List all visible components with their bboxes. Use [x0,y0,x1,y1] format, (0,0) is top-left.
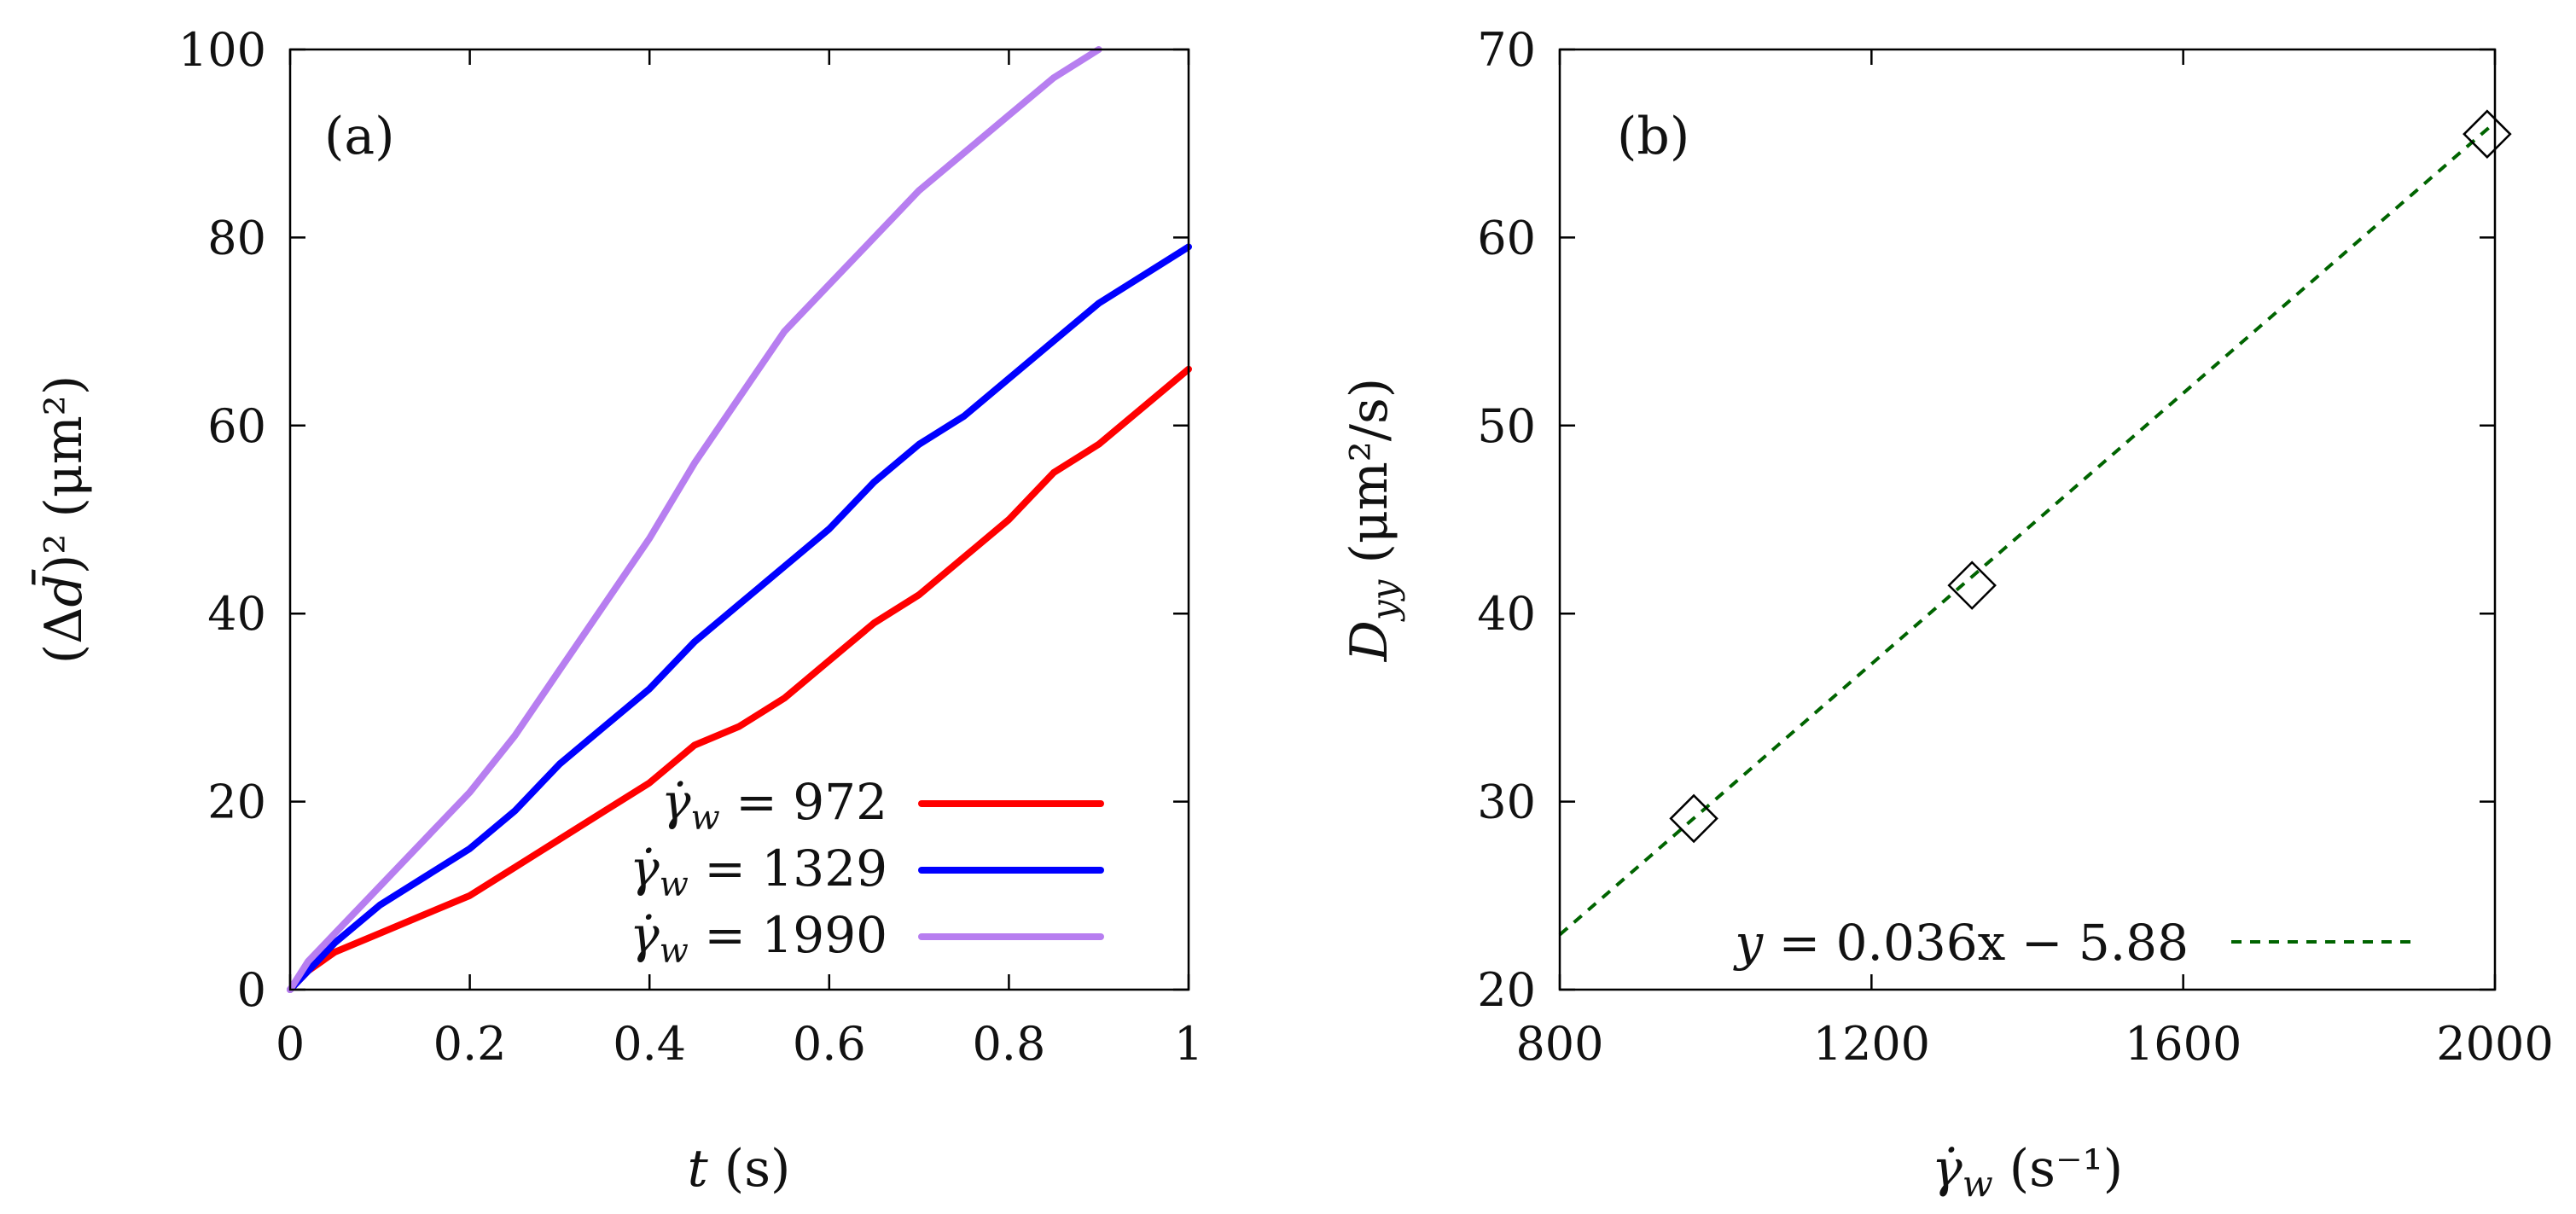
data-point-diamond [1669,793,1718,844]
panel-a-ticks: 0 0.2 0.4 0.6 0.8 1 0 20 40 60 80 100 [178,23,1203,1071]
legend-label-1329: γ̇w = 1329 [630,839,887,904]
legend-value-1990: 1990 [761,906,887,964]
fit-equation-value: 0.036x − 5.88 [1836,914,2189,972]
panel-b-xlabel: γ̇w (s⁻¹) [1932,1139,2123,1205]
panel-b-xtick-label: 1600 [2125,1017,2242,1071]
data-point-diamond [2463,109,2512,159]
panel-a-ytick-label: 40 [207,587,266,641]
fit-legend: y = 0.036x − 5.88 [1732,914,2419,972]
panel-a-ytick-label: 100 [178,23,266,77]
panel-b-ytick-label: 20 [1477,963,1536,1017]
panel-b-ytick-label: 40 [1477,587,1536,641]
panel-b-ylabel: Dyy (μm²/s) [1340,378,1405,662]
panel-b-points [1669,109,2512,844]
panel-a-ylabel: (Δd̄)² (μm²) [32,375,94,664]
panel-a-ytick-label: 60 [207,399,266,453]
panel-b-ytick-label: 30 [1477,775,1536,829]
panel-a-xtick-label: 0 [276,1017,305,1071]
panel-a-xtick-label: 0.6 [793,1017,866,1071]
panel-a-xtick-label: 0.8 [972,1017,1045,1071]
panel-a-series [287,46,1192,993]
panel-a-xtick-label: 0.2 [433,1017,507,1071]
panel-b-chart: 800 1200 1600 2000 20 30 40 50 60 70 (b) γ̇w (s⁻¹… [1340,23,2554,1205]
panel-b-frame [1558,48,2497,991]
panel-a-chart: 0 0.2 0.4 0.6 0.8 1 0 20 40 60 80 100 (a) t (s) (Δd… [32,23,1203,1199]
data-point-diamond [1947,561,1997,610]
panel-b-ytick-label: 50 [1477,399,1536,453]
series-line-1990 [287,46,1102,993]
panel-b-xtick-label: 1200 [1813,1017,1930,1071]
legend-entry-1329: γ̇w = 1329 [630,839,1104,904]
panel-a-xtick-label: 0.4 [613,1017,686,1071]
panel-b-ticks: 800 1200 1600 2000 20 30 40 50 60 70 [1477,23,2553,1071]
series-line-1329 [287,243,1192,993]
legend-value-1329: 1329 [761,839,887,897]
legend-entry-972: γ̇w = 972 [661,773,1104,838]
legend-entry-1990: γ̇w = 1990 [630,906,1104,971]
fit-equation-label: y = 0.036x − 5.88 [1732,914,2189,972]
panel-a-label: (a) [324,107,395,166]
legend-label-972: γ̇w = 972 [661,773,887,838]
panel-b-xtick-label: 800 [1515,1017,1603,1071]
panel-b-ytick-label: 70 [1477,23,1536,77]
panel-a-ytick-label: 80 [207,211,266,264]
panel-b-ytick-label: 60 [1477,211,1536,264]
panel-a-legend: γ̇w = 972 γ̇w = 1329 γ̇w = 1990 [630,773,1104,971]
panel-b-xtick-label: 2000 [2436,1017,2553,1071]
legend-label-1990: γ̇w = 1990 [630,906,887,971]
panel-b-label: (b) [1617,107,1689,166]
panel-a-ytick-label: 0 [237,963,266,1017]
panel-a-frame [288,48,1190,991]
panel-a-xtick-label: 1 [1174,1017,1203,1071]
panel-a-xlabel: t (s) [688,1139,791,1199]
series-line-972 [287,365,1192,993]
panel-a-ytick-label: 20 [207,775,266,829]
legend-value-972: 972 [793,773,887,831]
